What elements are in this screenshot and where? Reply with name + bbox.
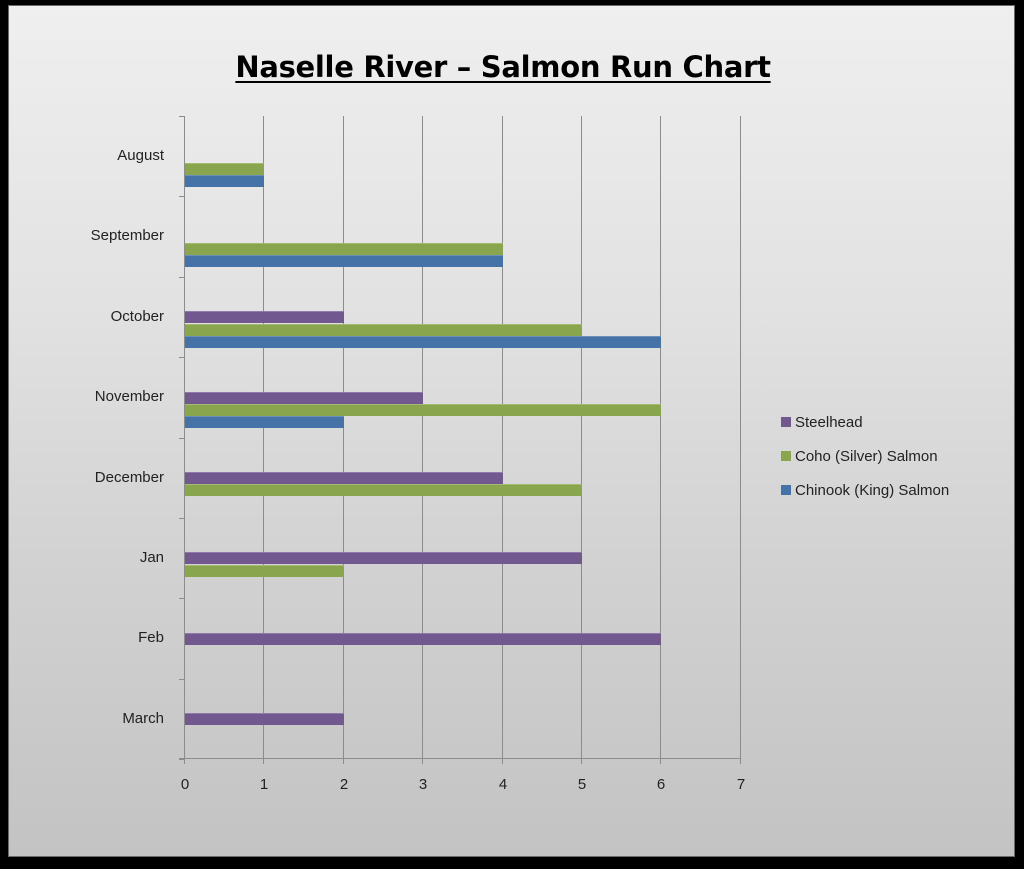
- gridline: [581, 116, 582, 759]
- legend-label: Steelhead: [795, 413, 863, 431]
- bar-steelhead: [185, 713, 344, 725]
- bar-chinook: [185, 255, 503, 267]
- legend-swatch-icon: [781, 485, 791, 495]
- bar-coho: [185, 243, 503, 255]
- legend-item-coho: Coho (Silver) Salmon: [781, 439, 949, 473]
- x-tick-label: 6: [656, 776, 666, 793]
- legend-item-steelhead: Steelhead: [781, 405, 949, 439]
- bar-coho: [185, 484, 582, 496]
- bar-steelhead: [185, 552, 582, 564]
- x-tick-label: 3: [418, 776, 428, 793]
- category-label: August: [117, 147, 164, 164]
- y-tick: [179, 598, 184, 599]
- x-tick: [422, 759, 423, 764]
- x-axis: [179, 758, 741, 759]
- bar-coho: [185, 404, 661, 416]
- bar-steelhead: [185, 472, 503, 484]
- gridline: [740, 116, 741, 759]
- x-tick-label: 5: [577, 776, 587, 793]
- chart-title: Naselle River – Salmon Run Chart: [235, 50, 771, 84]
- bar-coho: [185, 565, 344, 577]
- legend: Steelhead Coho (Silver) Salmon Chinook (…: [781, 405, 949, 507]
- chart-panel: Naselle River – Salmon Run Chart: [8, 5, 1015, 857]
- category-label: Jan: [139, 549, 164, 566]
- x-tick: [502, 759, 503, 764]
- category-label: March: [122, 710, 164, 727]
- x-tick-label: 2: [339, 776, 349, 793]
- bar-coho: [185, 324, 582, 336]
- gridline: [502, 116, 503, 759]
- bar-steelhead: [185, 633, 661, 645]
- y-axis: [184, 116, 185, 759]
- y-tick: [179, 679, 184, 680]
- y-tick: [179, 196, 184, 197]
- bar-chinook: [185, 416, 344, 428]
- legend-item-chinook: Chinook (King) Salmon: [781, 473, 949, 507]
- x-tick: [263, 759, 264, 764]
- x-tick: [581, 759, 582, 764]
- category-label: November: [94, 388, 164, 405]
- gridline: [422, 116, 423, 759]
- legend-label: Coho (Silver) Salmon: [795, 447, 938, 465]
- legend-label: Chinook (King) Salmon: [795, 481, 950, 499]
- category-label: December: [94, 469, 164, 486]
- legend-swatch-icon: [781, 417, 791, 427]
- bar-steelhead: [185, 311, 344, 323]
- y-tick: [179, 518, 184, 519]
- x-tick-label: 7: [736, 776, 746, 793]
- y-tick: [179, 116, 184, 117]
- legend-swatch-icon: [781, 451, 791, 461]
- y-tick: [179, 438, 184, 439]
- x-tick: [343, 759, 344, 764]
- gridline: [660, 116, 661, 759]
- x-tick-label: 1: [259, 776, 269, 793]
- x-tick-label: 4: [498, 776, 508, 793]
- x-tick: [660, 759, 661, 764]
- bar-chinook: [185, 336, 661, 348]
- category-label: Feb: [138, 629, 164, 646]
- y-tick: [179, 277, 184, 278]
- gridline: [343, 116, 344, 759]
- x-tick-label: 0: [180, 776, 190, 793]
- category-label: September: [90, 227, 164, 244]
- x-tick: [740, 759, 741, 764]
- bar-steelhead: [185, 392, 423, 404]
- bar-coho: [185, 163, 264, 175]
- category-label: October: [110, 308, 164, 325]
- x-tick: [184, 759, 185, 764]
- y-tick: [179, 759, 184, 760]
- bar-chinook: [185, 175, 264, 187]
- gridline: [263, 116, 264, 759]
- y-tick: [179, 357, 184, 358]
